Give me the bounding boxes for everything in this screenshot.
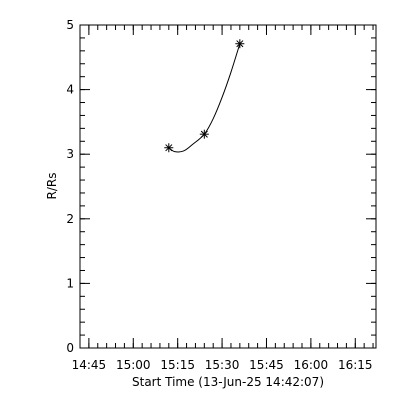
x-tick-label: 15:15 (160, 358, 195, 372)
y-tick-label: 5 (66, 18, 74, 32)
data-point (235, 39, 245, 49)
y-tick-label: 2 (66, 212, 74, 226)
y-tick-label: 3 (66, 147, 74, 161)
y-tick-label: 4 (66, 83, 74, 97)
y-axis-label: R/Rs (45, 173, 59, 200)
y-tick-labels: 0 1 2 3 4 5 (66, 18, 74, 355)
x-tick-label: 15:30 (205, 358, 240, 372)
x-tick-labels: 14:45 15:00 15:15 15:30 15:45 16:00 16:15 (72, 358, 373, 372)
plot-frame (79, 24, 377, 349)
major-ticks (80, 24, 376, 349)
minor-ticks (79, 24, 376, 349)
x-axis-label: Start Time (13-Jun-25 14:42:07) (132, 375, 324, 389)
x-tick-label: 16:00 (294, 358, 329, 372)
x-tick-label: 14:45 (72, 358, 107, 372)
y-tick-label: 0 (66, 341, 74, 355)
x-tick-label: 15:45 (249, 358, 284, 372)
y-tick-label: 1 (66, 276, 74, 290)
data-markers (164, 39, 245, 153)
x-tick-label: 15:00 (116, 358, 151, 372)
x-tick-label: 16:15 (338, 358, 373, 372)
data-point (199, 129, 209, 139)
data-point (164, 143, 174, 153)
